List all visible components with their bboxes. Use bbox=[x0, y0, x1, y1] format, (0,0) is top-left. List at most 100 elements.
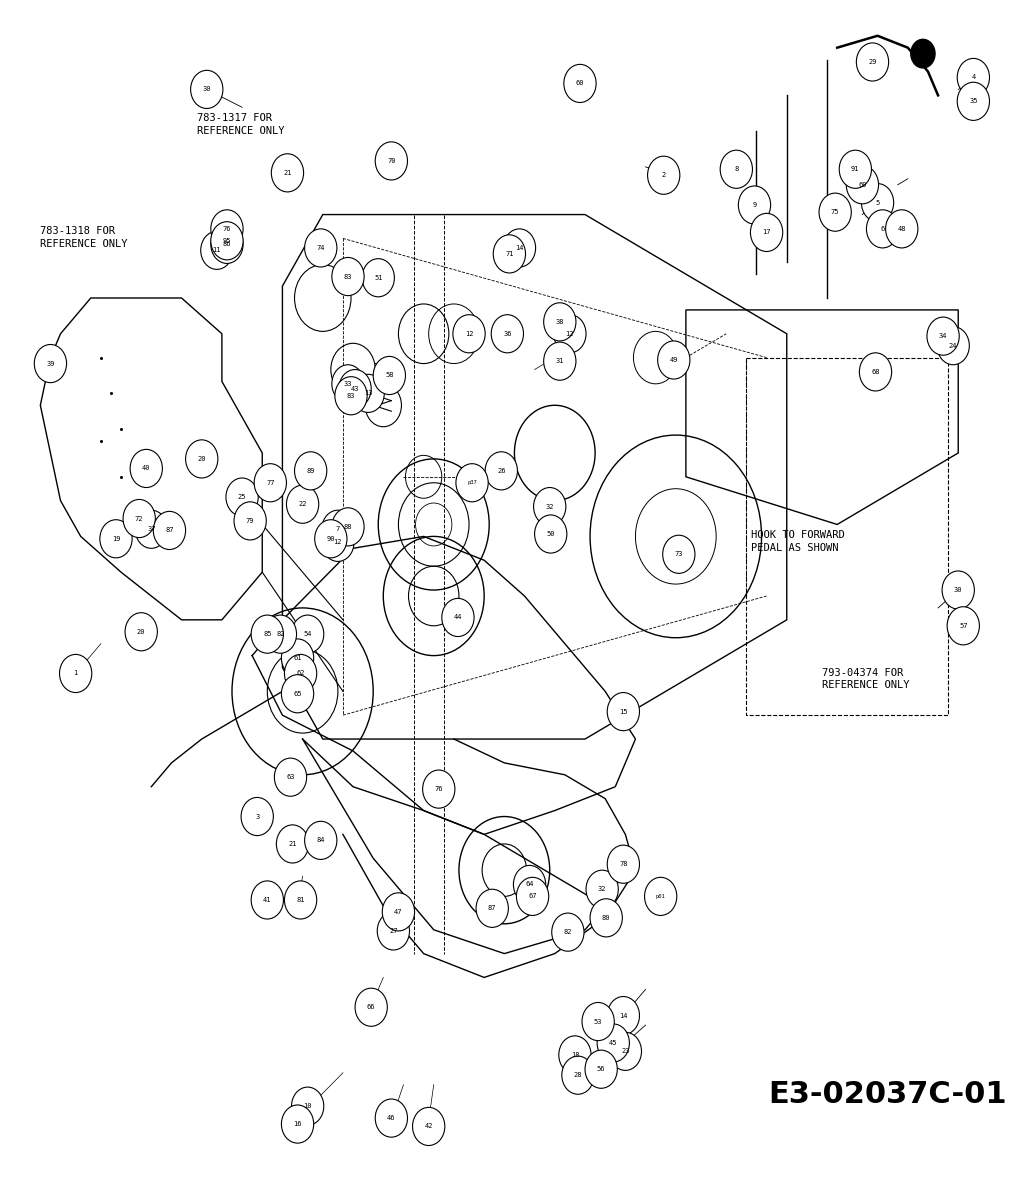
Text: 87: 87 bbox=[488, 905, 496, 912]
Text: 14: 14 bbox=[515, 244, 523, 252]
Text: 87: 87 bbox=[165, 527, 173, 534]
Circle shape bbox=[291, 1087, 324, 1125]
Text: 83: 83 bbox=[344, 273, 352, 280]
Text: 26: 26 bbox=[497, 467, 506, 474]
Text: 57: 57 bbox=[959, 622, 968, 629]
Circle shape bbox=[937, 327, 969, 365]
Circle shape bbox=[491, 315, 523, 353]
Circle shape bbox=[332, 257, 364, 296]
Circle shape bbox=[846, 166, 878, 204]
Text: 783-1317 FOR
REFERENCE ONLY: 783-1317 FOR REFERENCE ONLY bbox=[197, 113, 284, 136]
Circle shape bbox=[423, 770, 455, 808]
Circle shape bbox=[607, 845, 640, 883]
Circle shape bbox=[585, 1050, 617, 1088]
Text: 89: 89 bbox=[307, 467, 315, 474]
Circle shape bbox=[563, 64, 596, 103]
Circle shape bbox=[413, 1107, 445, 1146]
Text: 10: 10 bbox=[303, 1103, 312, 1110]
Circle shape bbox=[911, 39, 935, 68]
Text: 25: 25 bbox=[237, 493, 247, 501]
Circle shape bbox=[254, 464, 287, 502]
Text: 14: 14 bbox=[619, 1012, 627, 1019]
Text: 77: 77 bbox=[266, 479, 275, 486]
Circle shape bbox=[241, 797, 273, 836]
Text: 11: 11 bbox=[213, 247, 221, 254]
Circle shape bbox=[362, 259, 394, 297]
Circle shape bbox=[534, 488, 566, 526]
Text: 16: 16 bbox=[293, 1120, 301, 1128]
Text: 82: 82 bbox=[563, 929, 572, 936]
Circle shape bbox=[493, 235, 525, 273]
Text: 33: 33 bbox=[344, 380, 352, 387]
Text: 41: 41 bbox=[263, 896, 271, 904]
Circle shape bbox=[332, 365, 364, 403]
Text: 30: 30 bbox=[202, 86, 211, 93]
Circle shape bbox=[657, 341, 690, 379]
Circle shape bbox=[322, 510, 354, 548]
Circle shape bbox=[645, 877, 677, 915]
Circle shape bbox=[34, 344, 67, 383]
Text: 1: 1 bbox=[73, 670, 77, 677]
Text: 49: 49 bbox=[670, 356, 678, 364]
Circle shape bbox=[860, 353, 892, 391]
Text: 85: 85 bbox=[263, 631, 271, 638]
Circle shape bbox=[885, 210, 917, 248]
Circle shape bbox=[607, 693, 640, 731]
Text: 90: 90 bbox=[326, 535, 335, 542]
Circle shape bbox=[154, 511, 186, 550]
Text: 95: 95 bbox=[223, 237, 231, 244]
Text: 61: 61 bbox=[293, 654, 301, 662]
Circle shape bbox=[590, 899, 622, 937]
Circle shape bbox=[285, 881, 317, 919]
Circle shape bbox=[291, 615, 324, 653]
Text: 24: 24 bbox=[949, 342, 958, 349]
Text: 27: 27 bbox=[389, 927, 397, 935]
Text: 21: 21 bbox=[283, 169, 292, 176]
Circle shape bbox=[123, 499, 156, 538]
Text: 793-04374 FOR
REFERENCE ONLY: 793-04374 FOR REFERENCE ONLY bbox=[823, 668, 909, 690]
Circle shape bbox=[554, 315, 586, 353]
Text: p01: p01 bbox=[655, 894, 666, 899]
Circle shape bbox=[322, 523, 354, 561]
Circle shape bbox=[282, 639, 314, 677]
Text: 70: 70 bbox=[387, 157, 395, 164]
Circle shape bbox=[453, 315, 485, 353]
Text: 5: 5 bbox=[875, 199, 879, 206]
Circle shape bbox=[561, 1056, 594, 1094]
Circle shape bbox=[376, 142, 408, 180]
Circle shape bbox=[485, 452, 517, 490]
Circle shape bbox=[211, 225, 244, 263]
Circle shape bbox=[287, 485, 319, 523]
Text: 51: 51 bbox=[374, 274, 383, 281]
Text: 29: 29 bbox=[868, 58, 877, 66]
Circle shape bbox=[294, 452, 327, 490]
Text: 83: 83 bbox=[347, 392, 355, 399]
Text: 76: 76 bbox=[223, 225, 231, 232]
Circle shape bbox=[544, 342, 576, 380]
Circle shape bbox=[839, 150, 871, 188]
Text: 86: 86 bbox=[223, 241, 231, 248]
Circle shape bbox=[867, 210, 899, 248]
Text: 32: 32 bbox=[598, 886, 607, 893]
Circle shape bbox=[607, 997, 640, 1035]
Text: 22: 22 bbox=[298, 501, 307, 508]
Text: 88: 88 bbox=[344, 523, 352, 530]
Text: 6: 6 bbox=[880, 225, 884, 232]
Text: 44: 44 bbox=[454, 614, 462, 621]
Text: 23: 23 bbox=[621, 1048, 630, 1055]
Text: 31: 31 bbox=[555, 358, 565, 365]
Circle shape bbox=[857, 43, 889, 81]
Circle shape bbox=[186, 440, 218, 478]
Text: 15: 15 bbox=[619, 708, 627, 715]
Text: 21: 21 bbox=[288, 840, 297, 848]
Circle shape bbox=[609, 1032, 642, 1070]
Circle shape bbox=[211, 210, 244, 248]
Circle shape bbox=[819, 193, 851, 231]
Text: 60: 60 bbox=[576, 80, 584, 87]
Circle shape bbox=[535, 515, 567, 553]
Circle shape bbox=[352, 374, 384, 412]
Circle shape bbox=[738, 186, 771, 224]
Circle shape bbox=[927, 317, 959, 355]
Text: 12: 12 bbox=[464, 330, 474, 337]
Circle shape bbox=[304, 229, 336, 267]
